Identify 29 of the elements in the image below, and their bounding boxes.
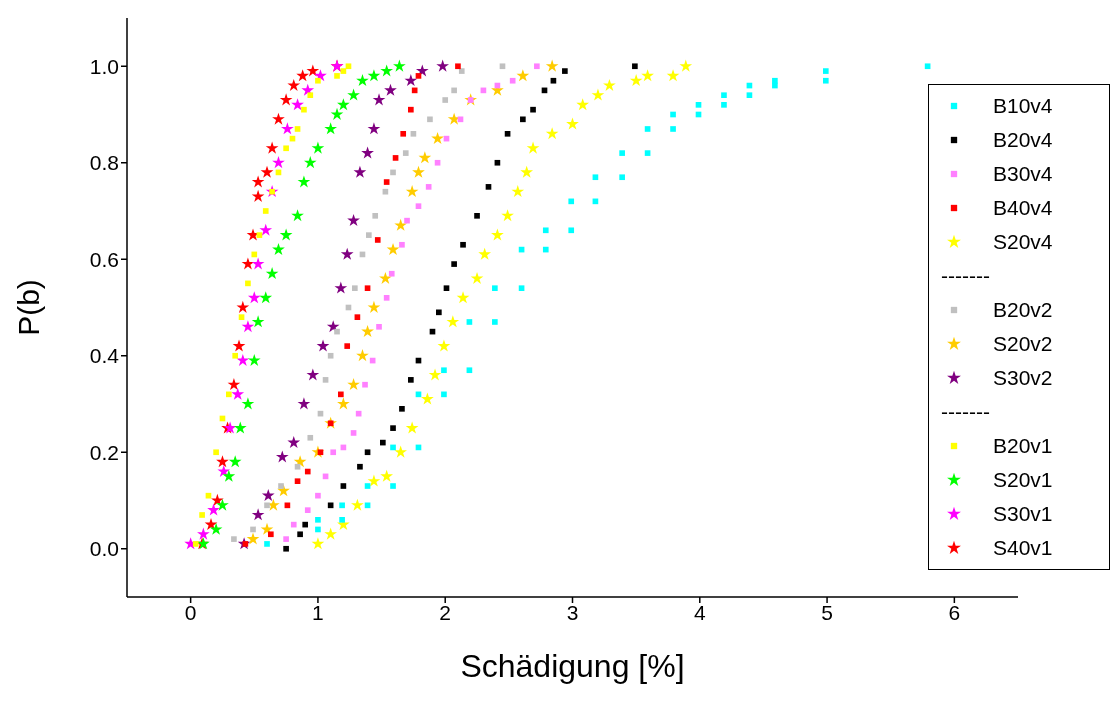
legend-label: B10v4 <box>993 94 1053 118</box>
x-tick-label: 6 <box>948 600 961 624</box>
legend-label: S20v2 <box>993 332 1053 356</box>
x-axis-title: Schädigung [%] <box>460 648 685 684</box>
y-tick-label: 0.4 <box>89 344 120 368</box>
legend-label: B30v4 <box>993 162 1053 186</box>
x-tick-label: 2 <box>439 600 452 624</box>
y-tick-label: 1.0 <box>89 54 119 78</box>
x-tick-label: 1 <box>312 600 324 624</box>
y-tick-label: 0.6 <box>89 247 119 271</box>
x-tick-label: 3 <box>566 600 579 624</box>
legend-label: S40v1 <box>993 536 1053 560</box>
annotation: ------- <box>940 263 991 289</box>
y-axis-title: P(b) <box>11 279 45 336</box>
y-tick-label: 0.8 <box>89 151 119 175</box>
legend-label: S20v1 <box>993 468 1053 492</box>
x-tick-label: 0 <box>184 600 197 624</box>
y-tick-label: 0.2 <box>89 440 119 464</box>
legend-label: S30v2 <box>993 366 1053 390</box>
x-tick-label: 5 <box>821 600 833 624</box>
y-tick-label: 0.0 <box>89 537 119 561</box>
legend-label: B40v4 <box>993 196 1053 220</box>
legend-label: B20v1 <box>993 434 1053 458</box>
legend-label: S20v4 <box>993 230 1053 254</box>
legend-label: B20v4 <box>993 128 1053 152</box>
legend-label: B20v2 <box>993 298 1053 322</box>
annotation: ------- <box>940 399 991 425</box>
x-tick-label: 4 <box>693 600 706 624</box>
legend-label: S30v1 <box>993 502 1053 526</box>
